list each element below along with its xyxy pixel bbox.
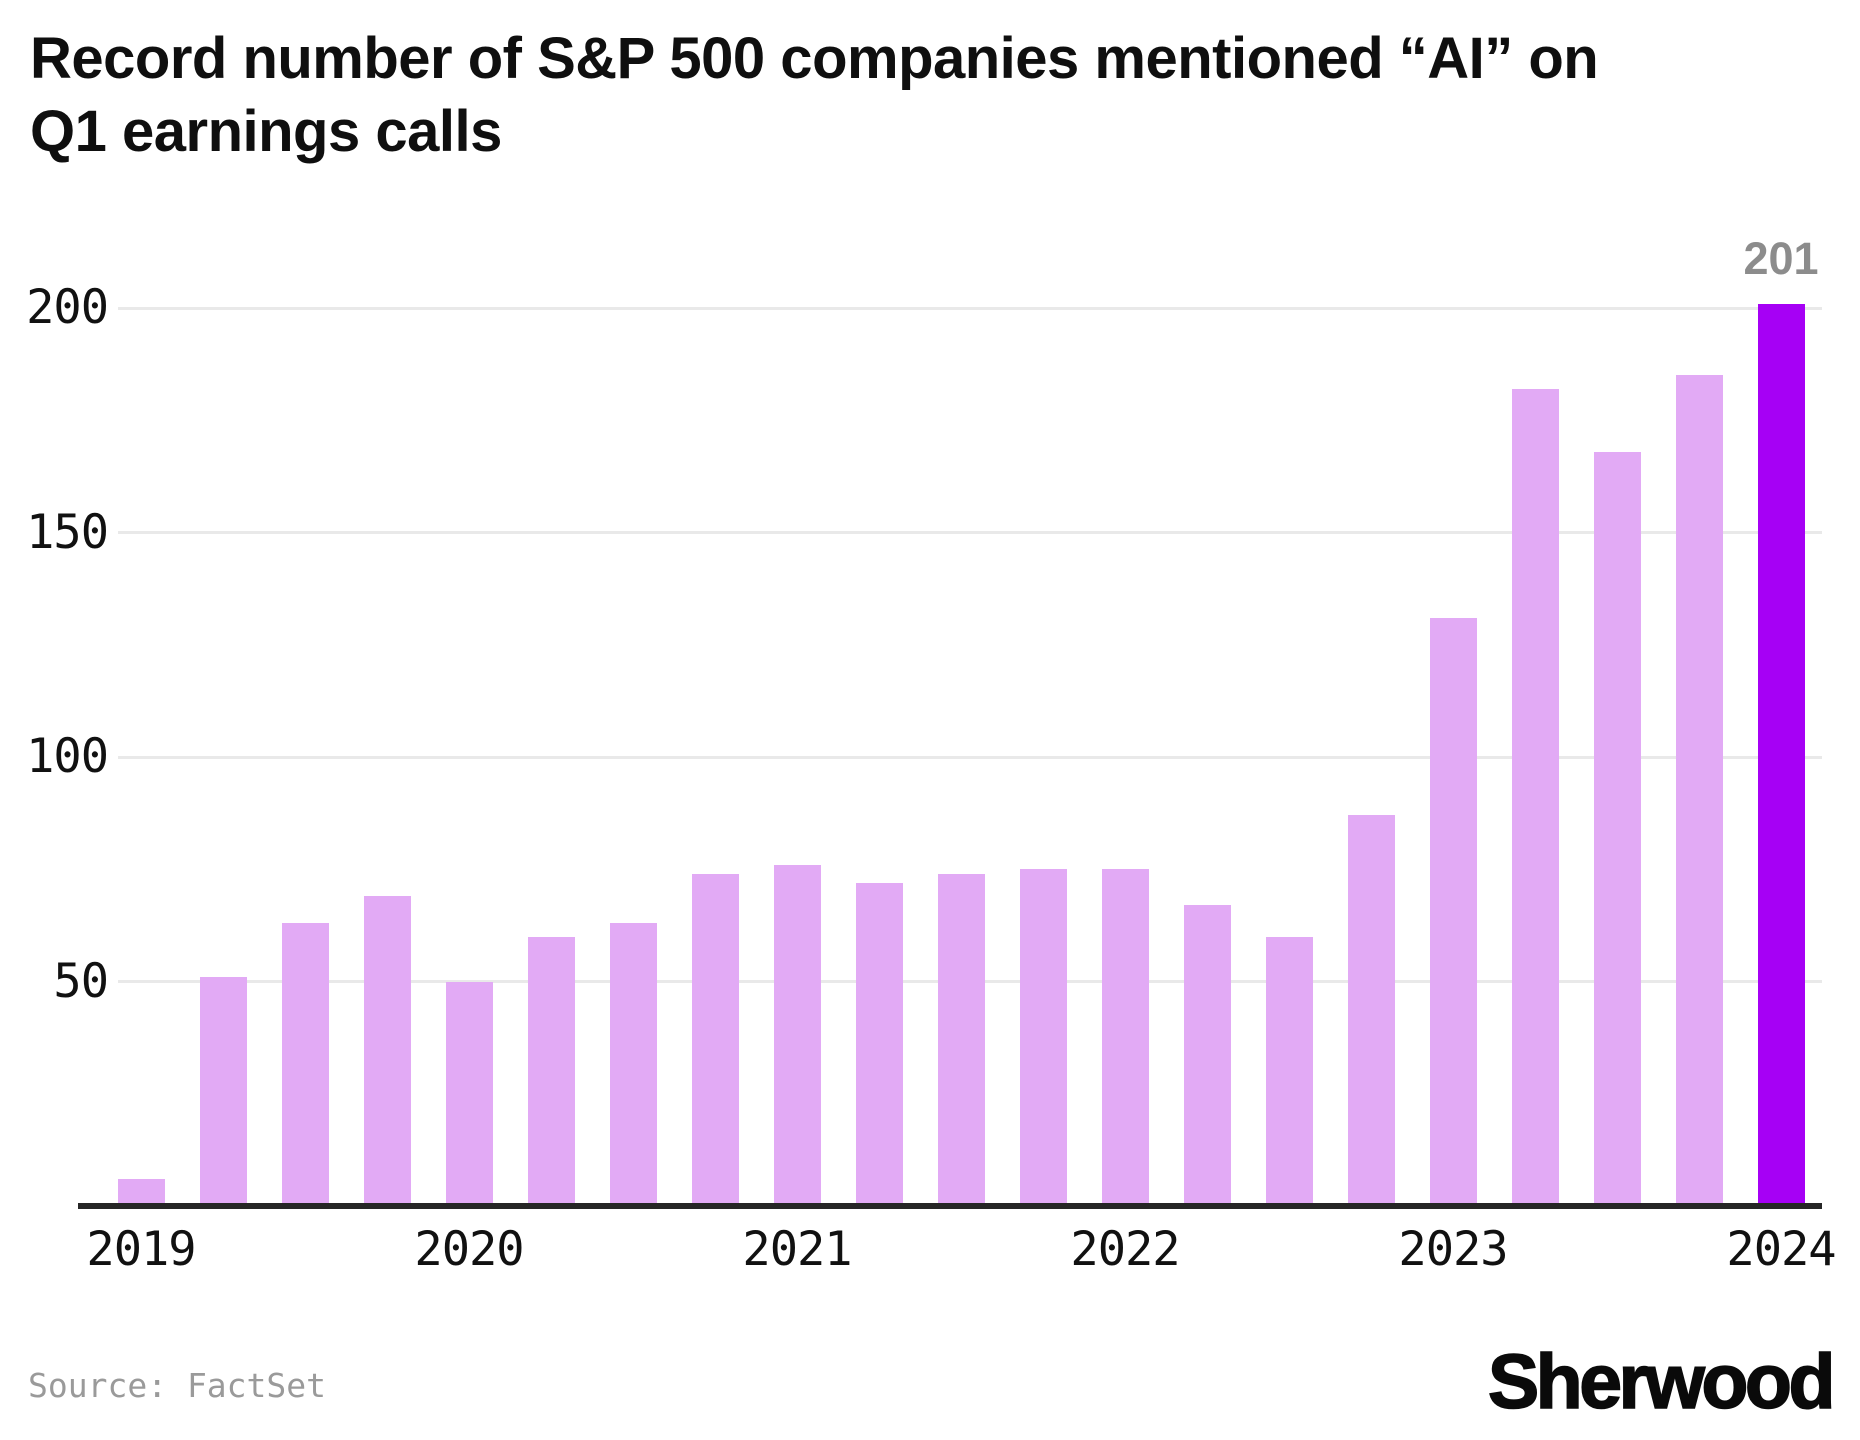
bar-q2-2022 (1183, 905, 1231, 1206)
bar-q1-2019 (117, 1179, 165, 1206)
bar-q4-2020 (691, 873, 739, 1206)
bar-q1-2020 (445, 981, 493, 1206)
y-axis-tick-50: 50 (53, 953, 109, 1009)
bar-q3-2021 (937, 873, 985, 1206)
bar-q4-2022 (1347, 815, 1395, 1206)
chart-title-line1: Record number of S&P 500 companies menti… (30, 26, 1599, 91)
y-axis-tick-150: 150 (26, 504, 109, 560)
y-axis-tick-200: 200 (26, 280, 109, 335)
bar-q3-2019 (281, 923, 329, 1206)
gridline-100 (118, 755, 1822, 759)
bar-q3-2020 (609, 923, 657, 1206)
x-axis-tick-2022: 2022 (1070, 1222, 1180, 1277)
chart-title: Record number of S&P 500 companies menti… (30, 22, 1599, 168)
gridline-200 (118, 306, 1822, 310)
source-label: Source: FactSet (28, 1366, 327, 1405)
bar-q2-2019 (199, 977, 247, 1206)
x-axis-tick-2019: 2019 (86, 1222, 196, 1277)
x-axis-line (78, 1203, 1822, 1209)
x-axis-tick-2021: 2021 (742, 1222, 852, 1277)
bar-q3-2023 (1593, 451, 1641, 1206)
bar-q2-2021 (855, 882, 903, 1206)
bar-q1-2022 (1101, 869, 1149, 1206)
bar-q3-2022 (1265, 936, 1313, 1206)
bar-q4-2019 (363, 896, 411, 1206)
bar-q1-2023 (1429, 617, 1477, 1206)
x-axis-tick-2023: 2023 (1398, 1222, 1508, 1277)
bar-q1-2021 (773, 864, 821, 1206)
bar-q2-2020 (527, 936, 575, 1206)
highlight-value-label: 201 (1743, 233, 1819, 284)
bar-q4-2021 (1019, 869, 1067, 1206)
bar-q2-2023 (1511, 388, 1559, 1206)
gridline-150 (118, 531, 1822, 534)
sherwood-logo: Sherwood (1487, 1339, 1836, 1425)
bar-q1-2024 (1757, 303, 1805, 1206)
x-axis-tick-2020: 2020 (414, 1222, 524, 1277)
chart-title-line2: Q1 earnings calls (30, 99, 502, 164)
y-axis-tick-100: 100 (26, 729, 109, 784)
bar-q4-2023 (1675, 375, 1723, 1206)
x-axis-tick-2024: 2024 (1726, 1222, 1836, 1277)
